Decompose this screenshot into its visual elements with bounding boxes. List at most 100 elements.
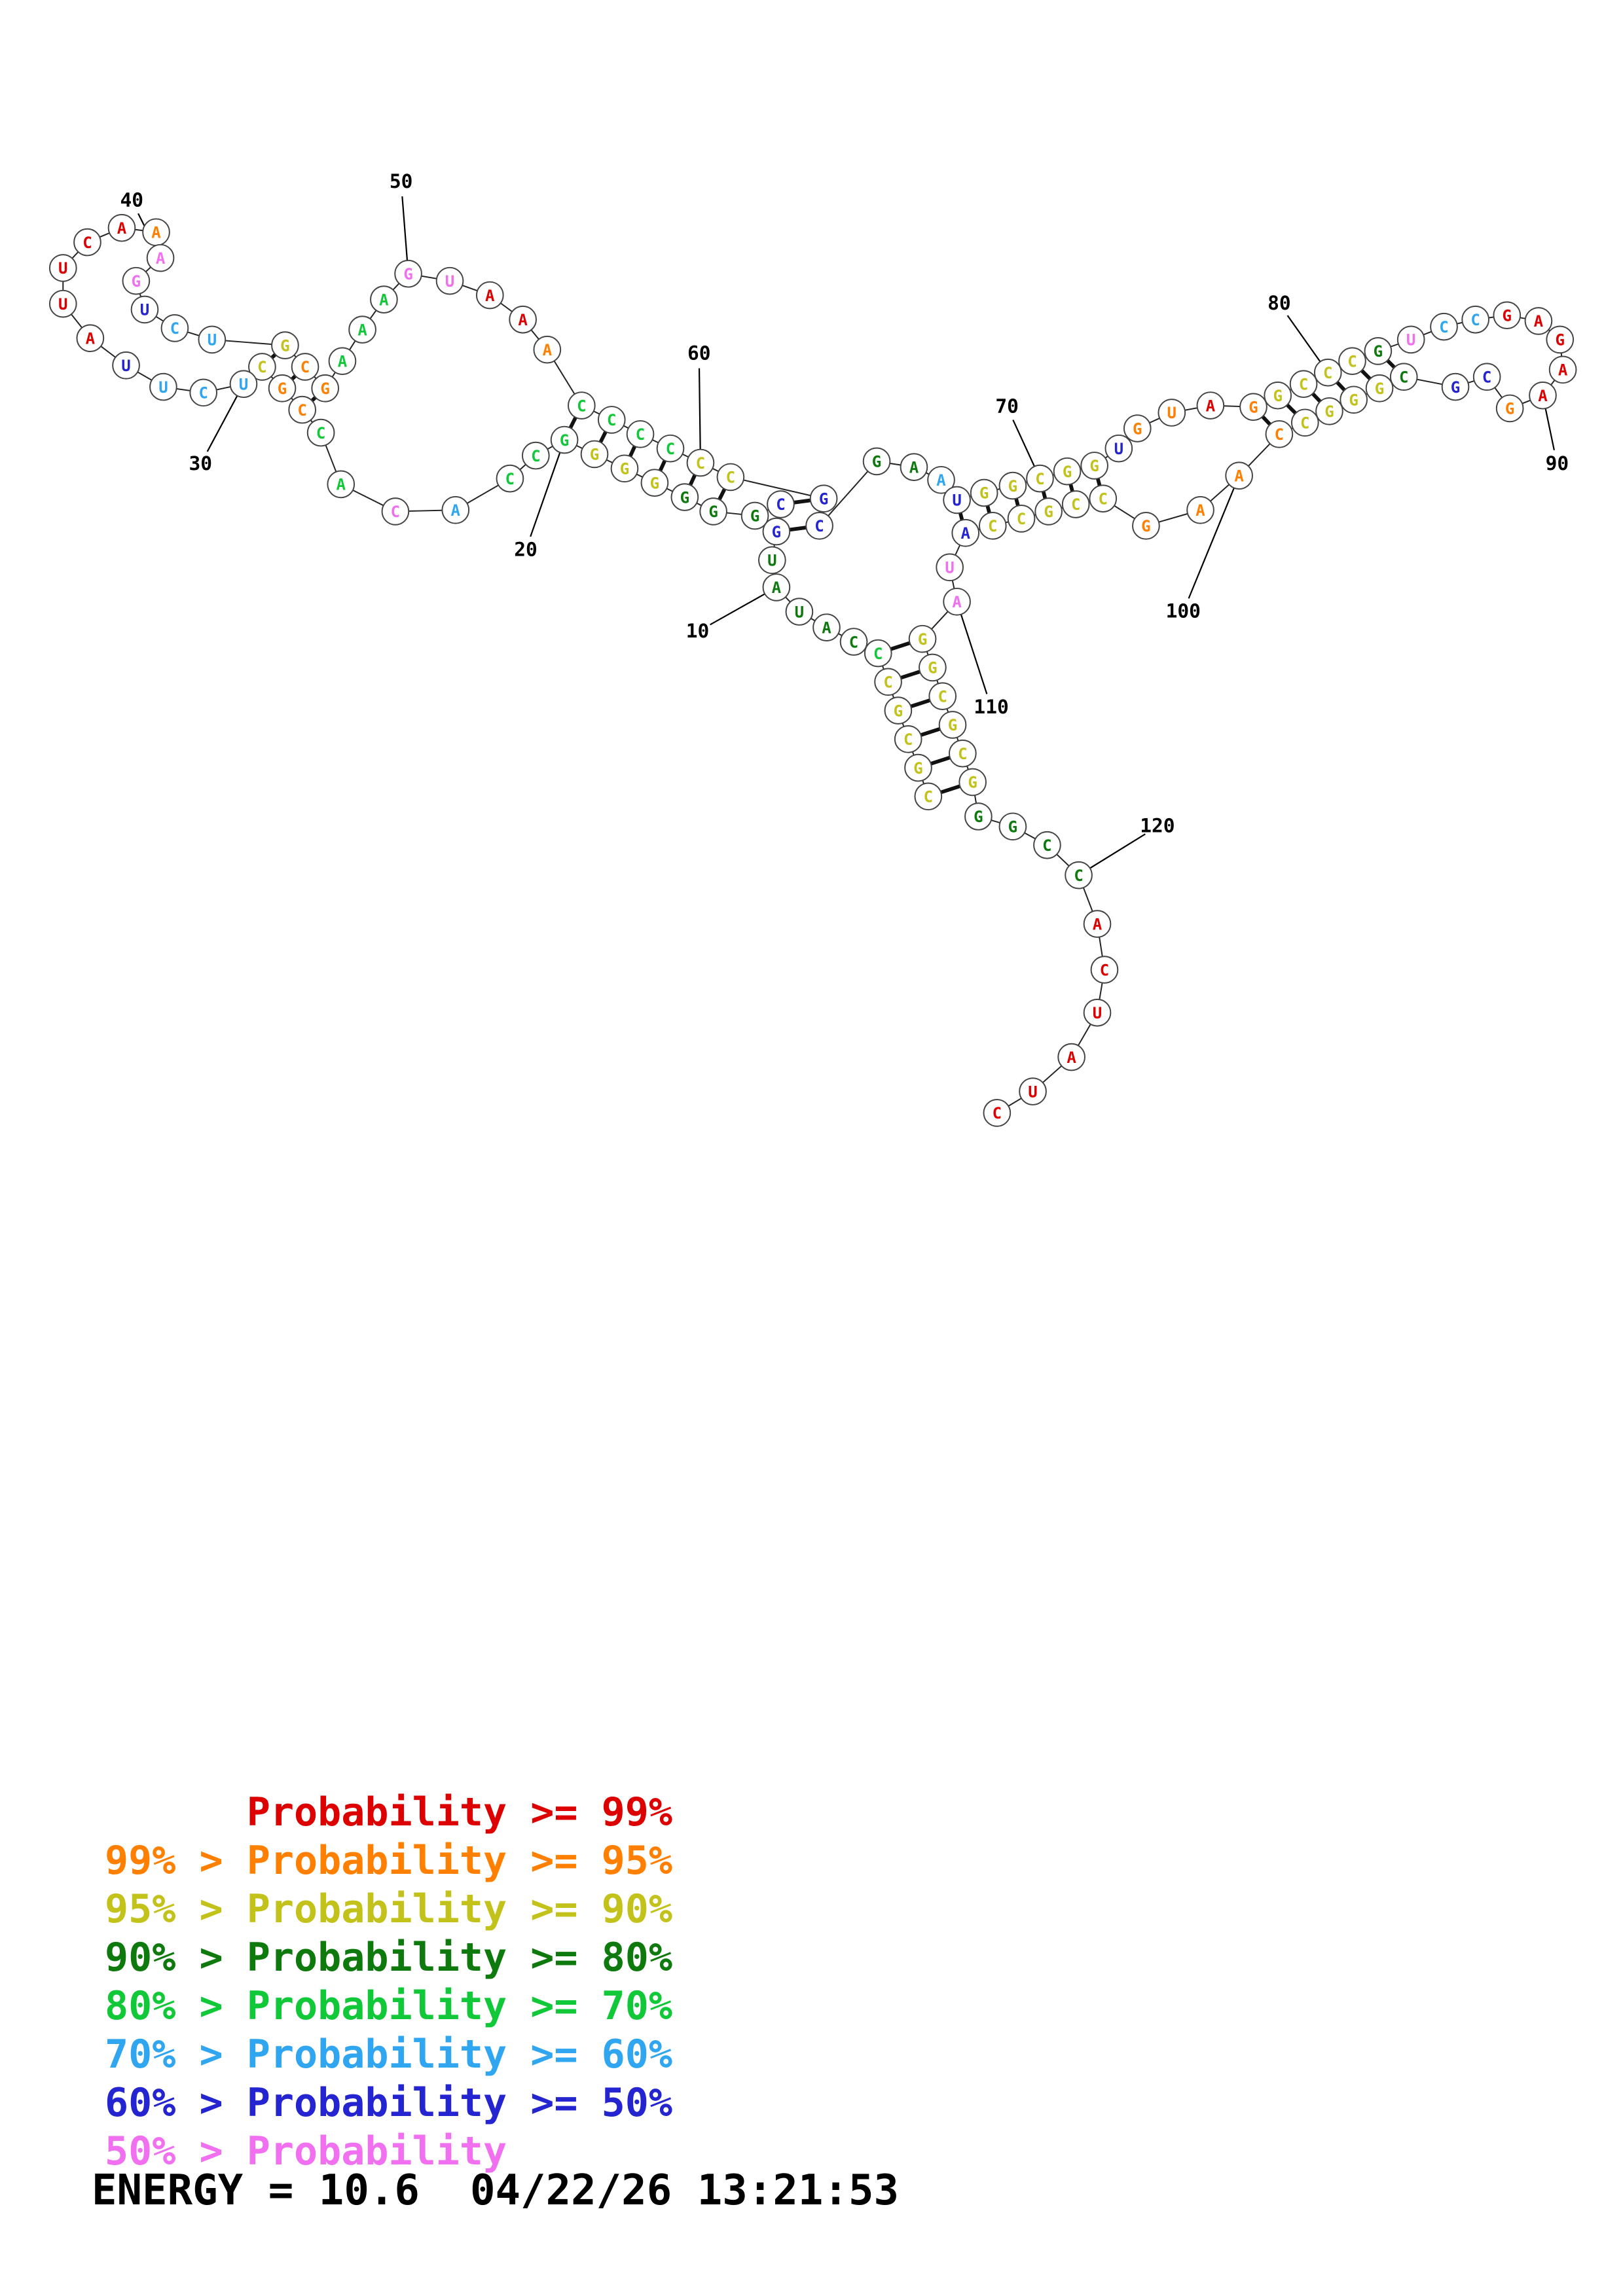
nucleotide-circle xyxy=(1430,312,1458,341)
nucleotide-base: A xyxy=(1538,387,1548,405)
nucleotide-circle xyxy=(306,418,335,447)
nucleotide-circle xyxy=(949,739,977,768)
nucleotide-circle xyxy=(904,753,932,782)
nucleotide-circle xyxy=(268,374,297,403)
legend-item: 60% > Probability >= 50% xyxy=(105,2080,672,2126)
nucleotide-circle xyxy=(1083,910,1112,938)
nucleotide-circle xyxy=(1461,305,1489,334)
nucleotide-base: C xyxy=(666,440,675,458)
nucleotide-base: G xyxy=(1008,477,1017,495)
nucleotide-base: C xyxy=(1299,375,1308,393)
nucleotide-circle xyxy=(928,682,957,711)
nucleotide-base: G xyxy=(1375,380,1384,398)
nucleotide-circle xyxy=(809,484,838,513)
nucleotide-base: C xyxy=(531,447,540,465)
nucleotide-circle xyxy=(1057,1043,1085,1071)
nucleotide-base: G xyxy=(1133,420,1142,438)
nucleotide-circle xyxy=(248,353,276,381)
nucleotide-circle xyxy=(740,501,769,530)
nucleotide-base: C xyxy=(1017,510,1026,528)
nucleotide-circle xyxy=(189,378,218,407)
nucleotide-base: G xyxy=(680,488,689,507)
nucleotide-circle xyxy=(914,782,943,811)
position-label: 60 xyxy=(687,342,711,365)
nucleotide-circle xyxy=(1495,394,1524,423)
nucleotide-circle xyxy=(1196,391,1225,420)
position-label-line xyxy=(956,601,988,694)
nucleotide-base: U xyxy=(767,552,776,570)
nucleotide-circle xyxy=(1529,381,1557,410)
nucleotide-circle xyxy=(958,768,987,797)
nucleotide-base: G xyxy=(979,484,989,503)
nucleotide-circle xyxy=(1365,374,1394,403)
nucleotide-circle xyxy=(1089,484,1118,513)
nucleotide-circle xyxy=(1315,397,1343,425)
nucleotide-base: G xyxy=(620,460,629,478)
nucleotide-circle xyxy=(1061,490,1090,518)
nucleotide-circle xyxy=(597,406,626,434)
nucleotide-base: C xyxy=(1100,961,1109,979)
nucleotide-circle xyxy=(198,325,227,354)
nucleotide-circle xyxy=(626,420,655,448)
nucleotide-base: A xyxy=(822,619,831,637)
nucleotide-circle xyxy=(580,440,609,469)
nucleotide-base: G xyxy=(1349,391,1358,410)
nucleotide-circle xyxy=(1065,861,1093,889)
nucleotide-circle xyxy=(919,653,947,682)
nucleotide-base: C xyxy=(993,1104,1002,1122)
nucleotide-circle xyxy=(112,351,140,380)
legend-item: 50% > Probability xyxy=(105,2128,507,2174)
nucleotide-base: G xyxy=(1451,378,1460,397)
nucleotide-base: C xyxy=(607,411,616,429)
nucleotide-base: G xyxy=(708,503,718,521)
nucleotide-base: C xyxy=(776,495,785,514)
nucleotide-base: U xyxy=(121,357,130,375)
nucleotide-circle xyxy=(1123,414,1152,442)
nucleotide-base: C xyxy=(726,469,735,487)
nucleotide-circle xyxy=(441,495,470,524)
nucleotide-base: G xyxy=(278,380,287,398)
nucleotide-base: A xyxy=(1234,467,1244,485)
nucleotide-base: A xyxy=(357,321,367,339)
nucleotide-circle xyxy=(1186,495,1214,524)
nucleotide-base: C xyxy=(1071,495,1080,514)
nucleotide-circle xyxy=(900,453,928,481)
nucleotide-base: G xyxy=(1503,306,1512,325)
nucleotide-base: C xyxy=(883,673,892,692)
nucleotide-base: G xyxy=(1044,503,1053,521)
nucleotide-circle xyxy=(757,546,786,575)
nucleotide-circle xyxy=(1033,831,1061,859)
nucleotide-circle xyxy=(1340,386,1368,414)
nucleotide-base: C xyxy=(1470,311,1480,329)
nucleotide-base: G xyxy=(403,265,412,283)
nucleotide-base: G xyxy=(280,336,289,355)
position-label: 50 xyxy=(390,170,413,192)
nucleotide-base: A xyxy=(952,593,962,611)
nucleotide-base: U xyxy=(239,375,248,393)
nucleotide-base: C xyxy=(1399,368,1408,387)
nucleotide-base: C xyxy=(1074,867,1083,885)
nucleotide-circle xyxy=(1132,511,1160,540)
nucleotide-circle xyxy=(311,374,340,403)
nucleotide-base: C xyxy=(849,633,858,651)
nucleotide-circle xyxy=(1034,497,1063,526)
nucleotide-base: G xyxy=(560,431,569,450)
position-label: 100 xyxy=(1166,600,1201,622)
nucleotide-circle xyxy=(1053,457,1082,486)
nucleotide-circle xyxy=(978,511,1007,540)
nucleotide-circle xyxy=(1289,370,1318,399)
nucleotide-base: G xyxy=(1273,387,1282,405)
nucleotide-base: G xyxy=(872,453,881,471)
nucleotide-base: A xyxy=(1534,312,1544,331)
nucleotide-base: C xyxy=(873,645,883,663)
legend-item: 90% > Probability >= 80% xyxy=(105,1935,672,1981)
nucleotide-base: G xyxy=(590,446,599,464)
nucleotide-base: C xyxy=(391,503,400,521)
nucleotide-base: G xyxy=(1505,400,1514,418)
nucleotide-circle xyxy=(943,486,971,514)
nucleotide-circle xyxy=(1104,434,1133,463)
legend-item: 99% > Probability >= 95% xyxy=(105,1838,672,1884)
nucleotide-base: C xyxy=(257,358,266,376)
